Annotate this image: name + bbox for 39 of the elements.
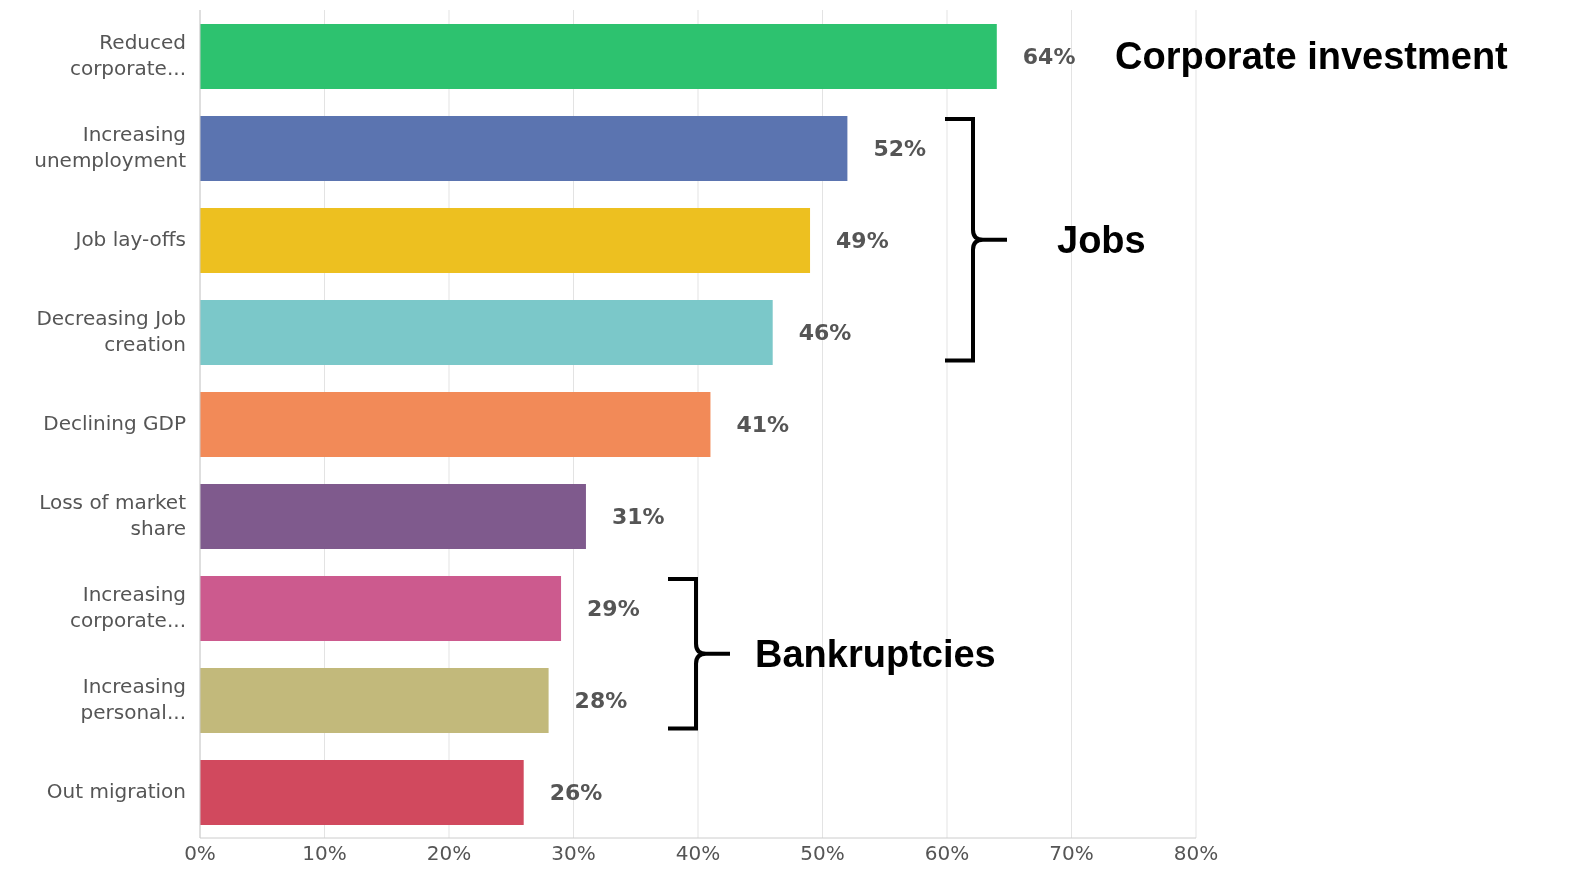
y-tick-label: Increasing unemployment: [34, 121, 187, 172]
data-label: 41%: [736, 412, 790, 438]
x-tick-label: 50%: [800, 841, 845, 866]
annotation: Corporate investment: [1115, 34, 1508, 79]
data-label: 31%: [611, 504, 665, 530]
bar: [200, 760, 524, 825]
annotation: Jobs: [1057, 218, 1146, 263]
y-tick-label: Out migration: [46, 778, 186, 803]
bar: [200, 208, 811, 273]
x-tick-label: 20%: [426, 841, 472, 866]
x-tick-label: 40%: [675, 841, 721, 866]
data-label: 64%: [1022, 44, 1076, 70]
bar: [200, 668, 549, 733]
bar: [200, 24, 997, 89]
y-tick-label: Increasing corporate...: [69, 581, 186, 632]
y-tick-label: Job lay-offs: [73, 226, 186, 251]
x-tick-label: 0%: [184, 841, 216, 866]
y-tick-label: Reduced corporate...: [69, 29, 186, 80]
data-label: 29%: [587, 596, 640, 622]
bar: [200, 484, 586, 549]
y-tick-label: Decreasing Job creation: [36, 305, 186, 356]
x-tick-label: 10%: [302, 841, 347, 866]
x-tick-label: 30%: [551, 841, 596, 866]
data-label: 28%: [574, 688, 628, 714]
x-tick-label: 80%: [1173, 841, 1219, 866]
data-label: 52%: [873, 136, 927, 162]
annotation: Bankruptcies: [755, 632, 996, 677]
x-tick-label: 70%: [1049, 841, 1094, 866]
bar: [200, 116, 848, 181]
y-tick-label: Declining GDP: [43, 410, 186, 435]
y-tick-label: Loss of market share: [39, 489, 187, 540]
data-label: 26%: [549, 780, 603, 806]
data-label: 49%: [836, 228, 889, 254]
bar: [200, 300, 773, 365]
bar: [200, 392, 711, 457]
x-tick-label: 60%: [924, 841, 970, 866]
data-label: 46%: [798, 320, 852, 346]
bar: [200, 576, 562, 641]
y-tick-label: Increasing personal...: [80, 673, 186, 724]
